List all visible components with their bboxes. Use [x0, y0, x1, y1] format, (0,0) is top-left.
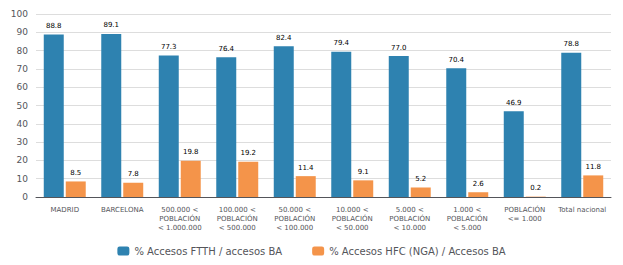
svg-text:< 500.000: < 500.000 — [219, 224, 256, 232]
svg-text:76.4: 76.4 — [218, 45, 234, 53]
svg-text:POBLACIÓN: POBLACIÓN — [332, 214, 373, 223]
svg-text:30: 30 — [17, 137, 29, 147]
svg-text:20: 20 — [17, 155, 29, 165]
svg-text:10: 10 — [17, 174, 29, 184]
svg-text:82.4: 82.4 — [276, 34, 292, 42]
svg-text:100.000 <: 100.000 < — [219, 206, 256, 214]
svg-text:7.8: 7.8 — [128, 170, 139, 178]
svg-text:5.2: 5.2 — [415, 175, 426, 183]
svg-text:POBLACIÓN: POBLACIÓN — [159, 214, 200, 223]
svg-text:19.2: 19.2 — [240, 149, 256, 157]
svg-text:11.4: 11.4 — [298, 164, 314, 172]
svg-text:2.6: 2.6 — [473, 180, 485, 188]
svg-text:77.3: 77.3 — [161, 43, 177, 51]
svg-text:89.1: 89.1 — [103, 21, 119, 29]
svg-text:< 10.000: < 10.000 — [393, 224, 426, 232]
svg-text:< 1.000.000: < 1.000.000 — [158, 224, 202, 232]
svg-text:60: 60 — [17, 82, 29, 92]
svg-text:11.8: 11.8 — [585, 163, 601, 171]
svg-text:0.2: 0.2 — [530, 184, 541, 192]
svg-text:5.000 <: 5.000 < — [396, 206, 424, 214]
svg-text:100: 100 — [11, 9, 28, 19]
svg-text:Total nacional: Total nacional — [557, 206, 606, 214]
svg-text:POBLACIÓN: POBLACIÓN — [217, 214, 258, 223]
svg-text:19.8: 19.8 — [183, 148, 199, 156]
svg-text:40: 40 — [17, 119, 29, 129]
svg-text:80: 80 — [17, 46, 29, 56]
svg-text:70.4: 70.4 — [448, 56, 464, 64]
svg-text:% Accesos FTTH / accesos BA: % Accesos FTTH / accesos BA — [134, 246, 282, 257]
svg-text:< 5.000: < 5.000 — [453, 224, 481, 232]
svg-text:< 100.000: < 100.000 — [276, 224, 313, 232]
svg-text:BARCELONA: BARCELONA — [101, 206, 144, 214]
svg-text:500.000 <: 500.000 < — [161, 206, 198, 214]
svg-text:50: 50 — [17, 101, 29, 111]
svg-text:70: 70 — [17, 64, 29, 74]
svg-text:<= 1.000: <= 1.000 — [508, 215, 542, 223]
svg-text:50.000 <: 50.000 < — [278, 206, 311, 214]
svg-text:1.000 <: 1.000 < — [453, 206, 481, 214]
svg-text:< 50.000: < 50.000 — [336, 224, 369, 232]
svg-text:% Accesos HFC (NGA) / Accesos: % Accesos HFC (NGA) / Accesos BA — [329, 246, 506, 257]
svg-text:9.1: 9.1 — [358, 168, 369, 176]
svg-text:POBLACIÓN: POBLACIÓN — [447, 214, 488, 223]
svg-text:90: 90 — [17, 27, 29, 37]
svg-text:MADRID: MADRID — [50, 206, 79, 214]
svg-text:0: 0 — [22, 192, 28, 202]
svg-text:10.000 <: 10.000 < — [336, 206, 369, 214]
svg-text:POBLACIÓN: POBLACIÓN — [274, 214, 315, 223]
svg-text:79.4: 79.4 — [333, 39, 349, 47]
svg-text:77.0: 77.0 — [391, 44, 407, 52]
svg-text:8.5: 8.5 — [70, 169, 81, 177]
svg-text:POBLACIÓN: POBLACIÓN — [389, 214, 430, 223]
svg-text:78.8: 78.8 — [563, 40, 579, 48]
svg-text:46.9: 46.9 — [506, 99, 522, 107]
svg-text:88.8: 88.8 — [46, 22, 62, 30]
svg-text:POBLACIÓN: POBLACIÓN — [504, 205, 545, 214]
